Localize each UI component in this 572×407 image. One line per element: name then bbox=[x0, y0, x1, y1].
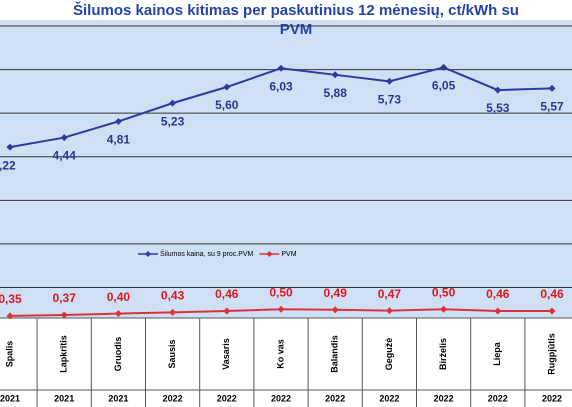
data-label: 0,46 bbox=[486, 287, 510, 301]
data-label: 6,05 bbox=[432, 79, 456, 93]
marker bbox=[385, 77, 393, 85]
data-label: 0,46 bbox=[215, 287, 239, 301]
marker bbox=[223, 307, 231, 315]
marker bbox=[494, 86, 502, 94]
marker bbox=[169, 99, 177, 107]
chart-title: PVM bbox=[280, 21, 313, 38]
marker bbox=[6, 143, 14, 151]
x-tick-label: 2022 bbox=[271, 393, 291, 403]
marker bbox=[6, 312, 14, 320]
x-tick-label: Vasaris bbox=[221, 338, 231, 370]
chart-title: Šilumos kainos kitimas per paskutinius 1… bbox=[73, 1, 519, 19]
marker bbox=[114, 310, 122, 318]
data-label: 4,81 bbox=[107, 133, 131, 147]
plot-area bbox=[0, 20, 572, 318]
x-tick-label: Rugpjūtis bbox=[546, 333, 556, 375]
marker bbox=[548, 307, 556, 315]
x-tick-label: Spalis bbox=[4, 341, 14, 368]
data-label: 0,43 bbox=[161, 289, 185, 303]
data-label: 0,49 bbox=[324, 286, 348, 300]
x-tick-label: 2022 bbox=[542, 393, 562, 403]
marker bbox=[331, 306, 339, 314]
marker bbox=[494, 307, 502, 315]
x-tick-label: Sausis bbox=[167, 339, 177, 368]
x-tick-label: 2022 bbox=[217, 393, 237, 403]
data-label: 0,35 bbox=[0, 292, 22, 306]
data-label: 4,22 bbox=[0, 158, 16, 172]
marker bbox=[277, 305, 285, 313]
data-label: 5,57 bbox=[540, 99, 564, 113]
marker bbox=[440, 305, 448, 313]
x-tick-label: Ko vas bbox=[275, 339, 285, 369]
legend-marker bbox=[145, 251, 151, 257]
x-tick-label: Balandis bbox=[330, 335, 340, 373]
legend-marker bbox=[266, 251, 273, 257]
marker bbox=[277, 64, 285, 72]
data-label: 0,50 bbox=[432, 285, 456, 299]
data-label: 0,46 bbox=[540, 287, 564, 301]
data-label: 6,03 bbox=[269, 79, 293, 93]
data-label: 0,47 bbox=[378, 287, 402, 301]
marker bbox=[440, 63, 448, 71]
x-tick-label: 2022 bbox=[163, 393, 183, 403]
x-tick-label: Gegužė bbox=[384, 338, 394, 371]
x-tick-label: Gruodis bbox=[113, 337, 123, 372]
marker bbox=[223, 83, 231, 91]
marker bbox=[548, 84, 556, 92]
data-label: 5,73 bbox=[378, 93, 402, 107]
data-label: 5,88 bbox=[324, 86, 348, 100]
data-label: 5,23 bbox=[161, 114, 185, 128]
data-label: 0,37 bbox=[53, 291, 77, 305]
x-tick-label: Birželis bbox=[438, 338, 448, 370]
x-tick-label: Liepa bbox=[492, 341, 502, 366]
x-tick-label: 2022 bbox=[379, 393, 399, 403]
data-label: 0,50 bbox=[269, 285, 293, 299]
data-label: 5,60 bbox=[215, 98, 239, 112]
x-tick-label: 2021 bbox=[0, 393, 20, 403]
x-tick-label: Lapkritis bbox=[59, 335, 69, 373]
marker bbox=[385, 307, 393, 315]
marker bbox=[60, 134, 68, 142]
marker bbox=[331, 71, 339, 79]
x-tick-label: 2021 bbox=[54, 393, 74, 403]
data-label: 4,44 bbox=[53, 149, 77, 163]
x-tick-label: 2021 bbox=[108, 393, 128, 403]
legend-label: PVM bbox=[281, 251, 296, 258]
marker bbox=[169, 308, 177, 316]
x-tick-label: 2022 bbox=[434, 393, 454, 403]
data-label: 0,40 bbox=[107, 290, 131, 304]
x-tick-label: 2022 bbox=[325, 393, 345, 403]
marker bbox=[114, 117, 122, 125]
x-tick-label: 2022 bbox=[488, 393, 508, 403]
legend-label: Šilumos kaina, su 9 proc.PVM bbox=[160, 249, 254, 258]
marker bbox=[60, 311, 68, 319]
data-label: 5,53 bbox=[486, 101, 510, 115]
